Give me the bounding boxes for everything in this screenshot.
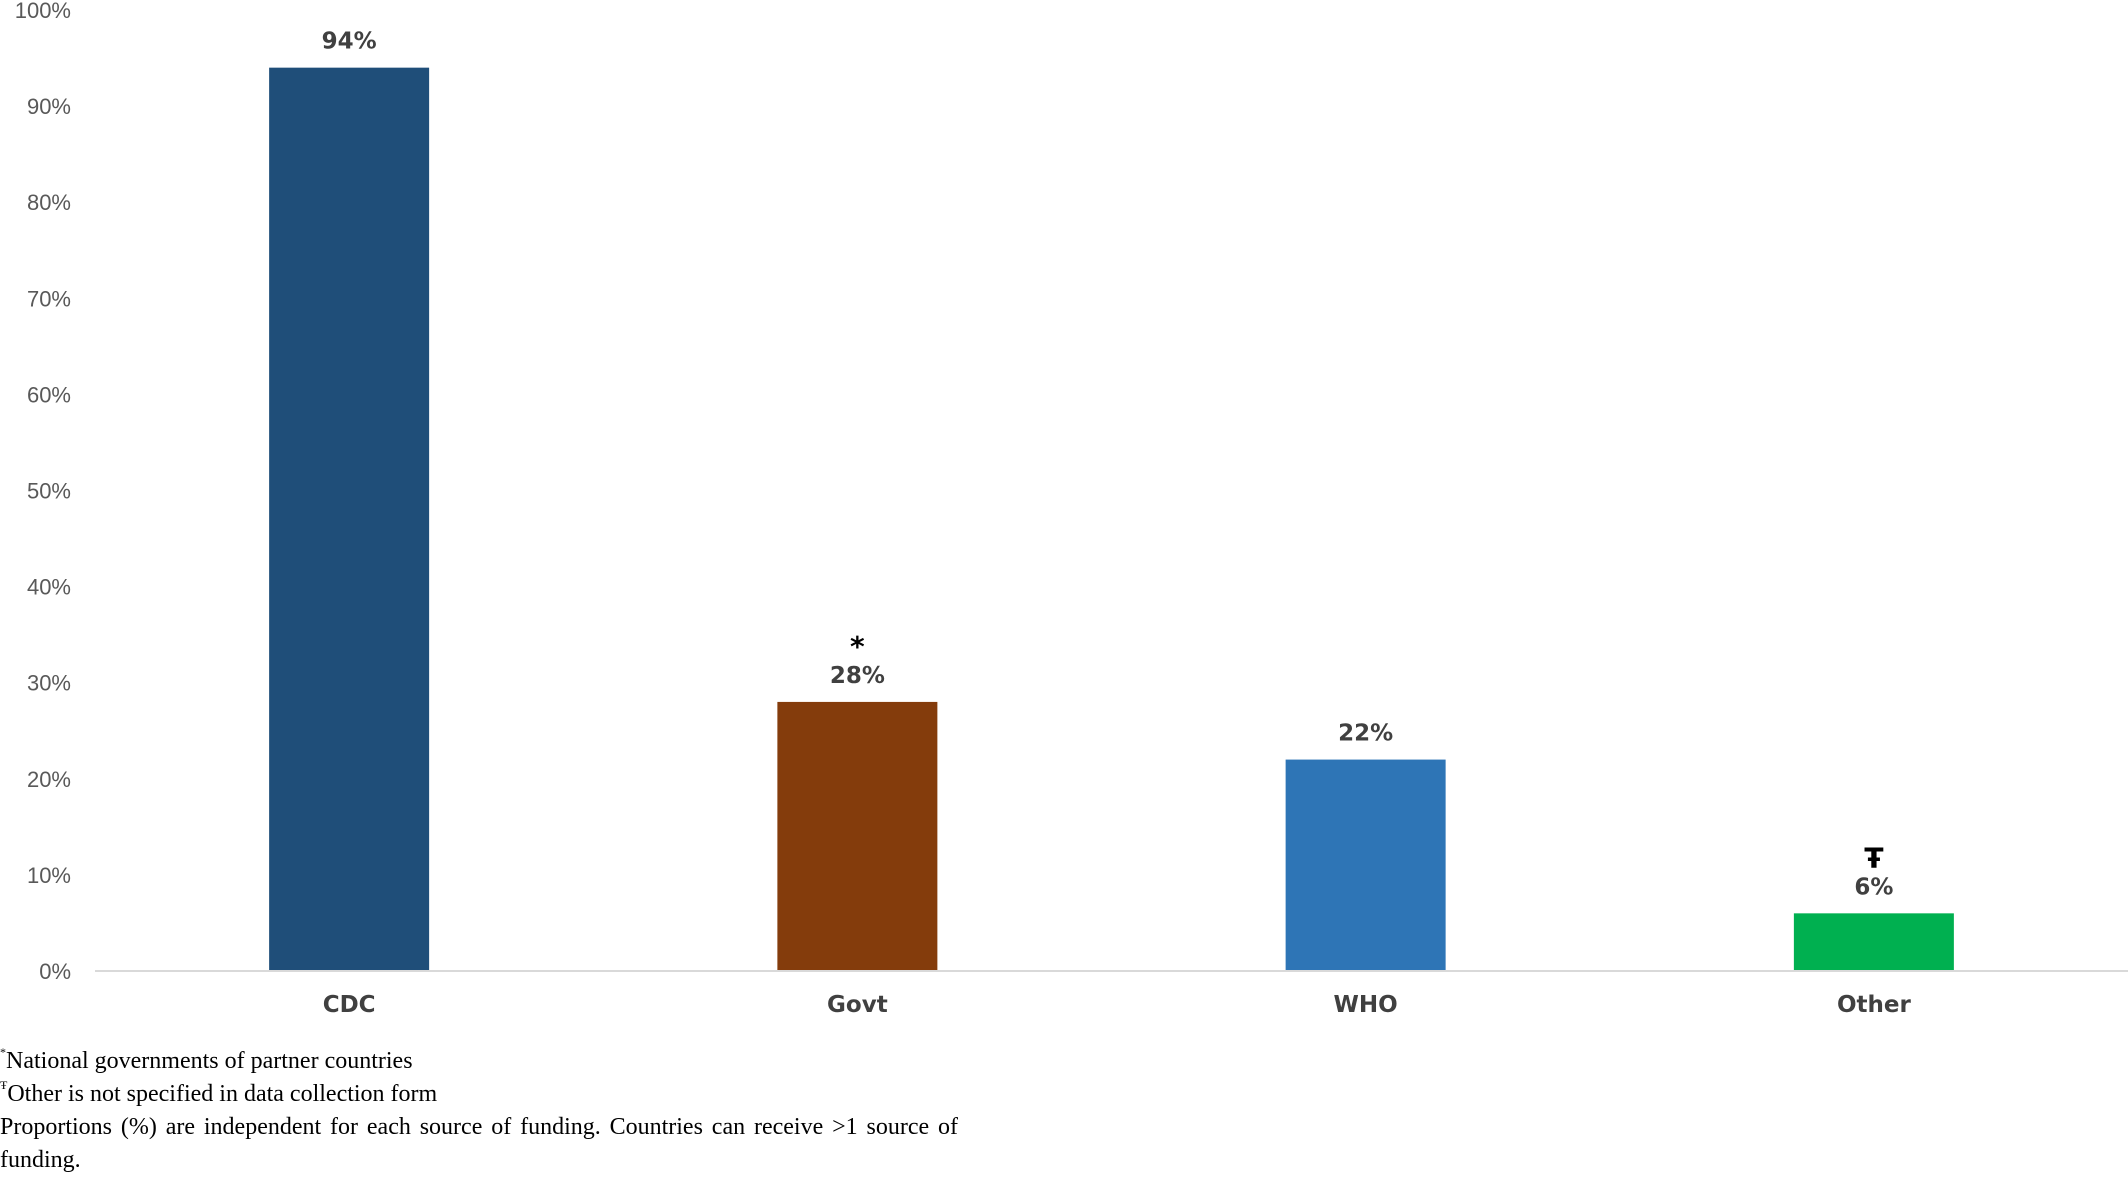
- data-label-govt: 28%: [830, 663, 885, 689]
- bar-govt: [777, 701, 938, 971]
- y-tick-label: 80%: [27, 190, 71, 215]
- y-tick-label: 100%: [15, 0, 71, 23]
- footnote-govt-marker: *: [0, 1045, 6, 1059]
- footnotes: *National governments of partner countri…: [0, 1045, 958, 1177]
- x-tick-label: CDC: [323, 992, 376, 1018]
- x-tick-label: WHO: [1334, 992, 1398, 1018]
- footnote-govt-text: National governments of partner countrie…: [6, 1048, 413, 1074]
- y-axis: 0% 10% 20% 30% 40% 50% 60% 70% 80% 90% 100%: [15, 0, 71, 984]
- footnote-marker-govt: *: [850, 630, 865, 663]
- bar-chart: 0% 10% 20% 30% 40% 50% 60% 70% 80% 90% 100% 94% 28%…: [15, 0, 2128, 1018]
- y-tick-label: 30%: [27, 671, 71, 696]
- x-tick-label: Other: [1837, 992, 1912, 1018]
- y-tick-label: 0%: [39, 959, 71, 984]
- footnote-proportions: Proportions (%) are independent for each…: [0, 1114, 958, 1173]
- bar-cdc: [269, 67, 430, 971]
- y-tick-label: 60%: [27, 382, 71, 407]
- y-tick-label: 20%: [27, 767, 71, 792]
- bars-group: 94% 28%* 22% 6%Ŧ: [269, 29, 1954, 971]
- y-tick-label: 10%: [27, 863, 71, 888]
- data-label-who: 22%: [1338, 721, 1393, 747]
- bar-who: [1285, 759, 1446, 971]
- x-axis: CDC Govt WHO Other: [323, 992, 1912, 1018]
- data-label-cdc: 94%: [322, 29, 377, 55]
- footnote-other-text: Other is not specified in data collectio…: [7, 1081, 438, 1107]
- footnote-marker-other: Ŧ: [1864, 841, 1883, 874]
- y-tick-label: 70%: [27, 286, 71, 311]
- y-tick-label: 40%: [27, 575, 71, 600]
- data-label-other: 6%: [1854, 874, 1893, 900]
- footnote-govt: *National governments of partner countri…: [0, 1045, 958, 1078]
- footnote-other-marker: Ŧ: [0, 1078, 8, 1092]
- y-tick-label: 90%: [27, 94, 71, 119]
- bar-other: [1793, 913, 1954, 971]
- x-tick-label: Govt: [827, 992, 888, 1018]
- y-tick-label: 50%: [27, 479, 71, 504]
- footnote-other: ŦOther is not specified in data collecti…: [0, 1078, 958, 1111]
